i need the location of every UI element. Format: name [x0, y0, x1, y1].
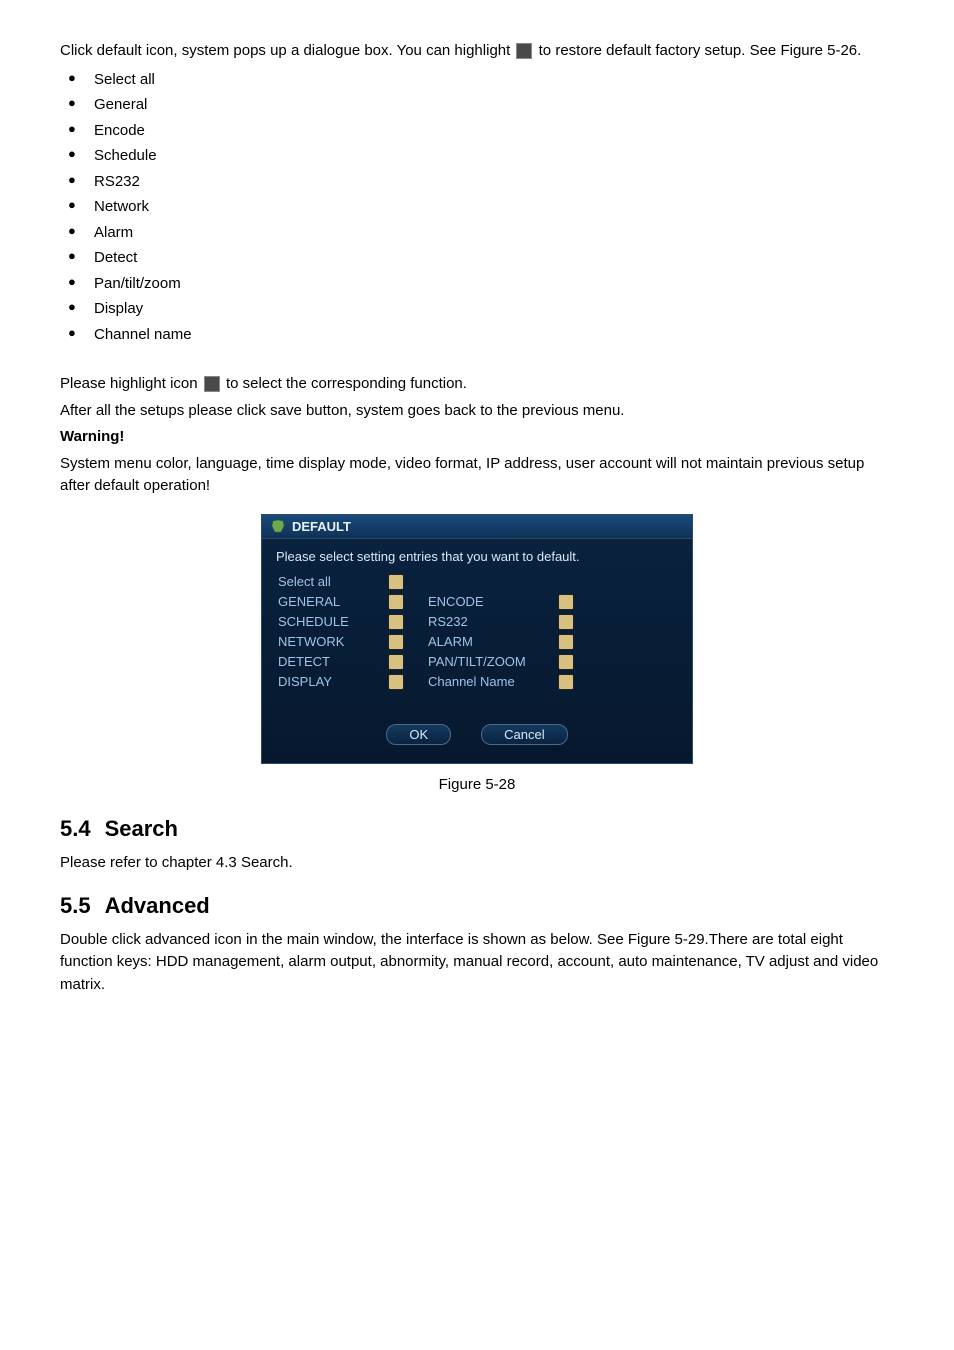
save-instruction: After all the setups please click save b… [60, 400, 894, 423]
section-title: Search [105, 816, 178, 841]
checkbox-network[interactable] [388, 634, 404, 650]
list-item: Pan/tilt/zoom [60, 271, 894, 297]
highlight-icon [204, 376, 220, 392]
dialog-title-text: DEFAULT [292, 519, 351, 534]
opt-label: GENERAL [278, 594, 388, 609]
recycle-icon [270, 519, 286, 533]
highlight-icon [516, 43, 532, 59]
list-item: RS232 [60, 169, 894, 195]
warning-text: System menu color, language, time displa… [60, 453, 894, 498]
list-item: Alarm [60, 220, 894, 246]
dialog-titlebar: DEFAULT [262, 515, 692, 539]
list-item: Schedule [60, 143, 894, 169]
intro-text-b: to restore default factory setup. See Fi… [539, 42, 862, 59]
dialog-options: Select all GENERAL ENCODE SCHEDULE RS232… [278, 574, 678, 718]
ok-button[interactable]: OK [386, 724, 451, 745]
checkbox-detect[interactable] [388, 654, 404, 670]
section-number: 5.5 [60, 893, 91, 918]
checkbox-alarm[interactable] [558, 634, 574, 650]
list-item: Encode [60, 118, 894, 144]
opt-label: DISPLAY [278, 674, 388, 689]
opt-label: ALARM [428, 634, 558, 649]
checkbox-general[interactable] [388, 594, 404, 610]
dialog-prompt: Please select setting entries that you w… [276, 549, 678, 564]
list-item: Detect [60, 245, 894, 271]
highlight-text-a: Please highlight icon [60, 375, 202, 392]
default-dialog: DEFAULT Please select setting entries th… [261, 514, 693, 764]
opt-label: RS232 [428, 614, 558, 629]
intro-paragraph: Click default icon, system pops up a dia… [60, 40, 894, 63]
opt-label: ENCODE [428, 594, 558, 609]
opt-label: PAN/TILT/ZOOM [428, 654, 558, 669]
list-item: Select all [60, 67, 894, 93]
opt-label: SCHEDULE [278, 614, 388, 629]
opt-label: DETECT [278, 654, 388, 669]
section-heading-search: 5.4 Search [60, 816, 894, 842]
cancel-button[interactable]: Cancel [481, 724, 567, 745]
list-item: Network [60, 194, 894, 220]
opt-label: NETWORK [278, 634, 388, 649]
warning-label: Warning! [60, 426, 894, 449]
section-number: 5.4 [60, 816, 91, 841]
checkbox-display[interactable] [388, 674, 404, 690]
checkbox-encode[interactable] [558, 594, 574, 610]
checkbox-rs232[interactable] [558, 614, 574, 630]
list-item: Channel name [60, 322, 894, 348]
highlight-instruction: Please highlight icon to select the corr… [60, 373, 894, 396]
section-body-advanced: Double click advanced icon in the main w… [60, 929, 894, 997]
section-heading-advanced: 5.5 Advanced [60, 893, 894, 919]
default-options-list: Select all General Encode Schedule RS232… [60, 67, 894, 348]
opt-label: Select all [278, 574, 388, 589]
checkbox-schedule[interactable] [388, 614, 404, 630]
checkbox-ptz[interactable] [558, 654, 574, 670]
intro-text-a: Click default icon, system pops up a dia… [60, 42, 514, 59]
section-title: Advanced [105, 893, 210, 918]
list-item: Display [60, 296, 894, 322]
section-body-search: Please refer to chapter 4.3 Search. [60, 852, 894, 875]
figure-caption: Figure 5-28 [60, 774, 894, 797]
opt-label: Channel Name [428, 674, 558, 689]
list-item: General [60, 92, 894, 118]
highlight-text-b: to select the corresponding function. [226, 375, 467, 392]
checkbox-selectall[interactable] [388, 574, 404, 590]
checkbox-channelname[interactable] [558, 674, 574, 690]
